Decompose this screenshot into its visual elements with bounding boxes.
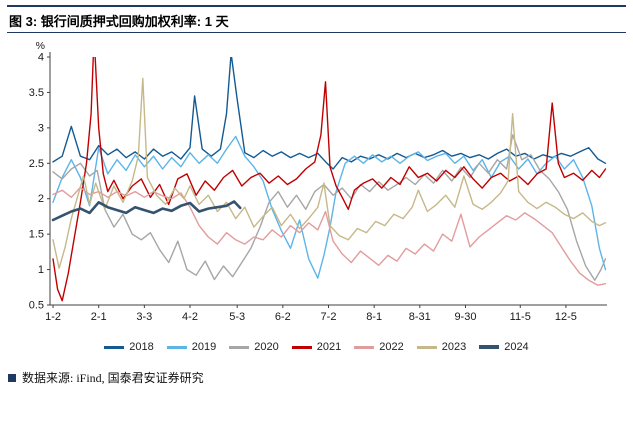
y-axis-unit-label: % bbox=[36, 40, 45, 52]
svg-text:1: 1 bbox=[38, 264, 44, 276]
figure-title: 图 3: 银行间质押式回购加权利率: 1 天 bbox=[9, 14, 229, 29]
legend-item-2021: 2021 bbox=[291, 341, 342, 353]
y-axis: 0.5 1 1.5 2 2.5 3 3.5 4% bbox=[29, 40, 50, 312]
svg-text:7-2: 7-2 bbox=[321, 311, 337, 323]
svg-text:3-3: 3-3 bbox=[136, 311, 152, 323]
chart-legend: 2018 2019 2020 2021 2022 2023 2024 bbox=[0, 341, 633, 353]
legend-swatch-2021 bbox=[291, 345, 312, 349]
svg-text:8-1: 8-1 bbox=[366, 311, 382, 323]
legend-label-2020: 2020 bbox=[254, 341, 279, 353]
source-bullet-icon bbox=[8, 373, 16, 382]
svg-text:8-31: 8-31 bbox=[409, 311, 431, 323]
svg-text:2-1: 2-1 bbox=[91, 311, 107, 323]
legend-item-2022: 2022 bbox=[354, 341, 404, 353]
legend-item-2020: 2020 bbox=[229, 341, 279, 353]
top-divider bbox=[7, 5, 626, 7]
svg-text:6-2: 6-2 bbox=[275, 311, 291, 323]
legend-item-2019: 2019 bbox=[166, 341, 217, 353]
series-lines bbox=[51, 57, 607, 302]
legend-swatch-2018 bbox=[104, 345, 125, 349]
series-2018 bbox=[52, 57, 607, 170]
legend-swatch-2022 bbox=[354, 345, 375, 349]
line-chart: 0.5 1 1.5 2 2.5 3 3.5 4% 1-2 2-1 3-3 4-2 5-3 6-2 7-2 8-… bbox=[29, 40, 607, 323]
source-row: 数据来源: iFind, 国泰君安证券研究 bbox=[8, 369, 633, 386]
legend-label-2019: 2019 bbox=[191, 341, 217, 353]
legend-swatch-2024 bbox=[479, 345, 500, 349]
legend-label-2024: 2024 bbox=[504, 341, 529, 353]
svg-text:0.5: 0.5 bbox=[29, 300, 44, 312]
title-divider bbox=[7, 32, 626, 33]
x-axis: 1-2 2-1 3-3 4-2 5-3 6-2 7-2 8-1 8-31 9-30 11-5 12-5 bbox=[45, 305, 577, 323]
source-text: 数据来源: iFind, 国泰君安证券研究 bbox=[22, 371, 204, 385]
svg-text:5-3: 5-3 bbox=[229, 311, 245, 323]
legend-label-2021: 2021 bbox=[316, 341, 342, 353]
svg-text:4-2: 4-2 bbox=[182, 311, 198, 323]
svg-text:3: 3 bbox=[38, 122, 44, 134]
legend-swatch-2023 bbox=[416, 345, 437, 349]
series-2022 bbox=[52, 186, 607, 286]
series-2020 bbox=[52, 134, 607, 281]
legend-swatch-2020 bbox=[229, 345, 250, 349]
legend-item-2018: 2018 bbox=[104, 341, 154, 353]
svg-text:11-5: 11-5 bbox=[510, 311, 531, 323]
svg-text:4: 4 bbox=[38, 52, 44, 64]
legend-swatch-2019 bbox=[166, 345, 187, 349]
svg-text:3.5: 3.5 bbox=[29, 87, 44, 99]
series-2024 bbox=[51, 200, 242, 222]
svg-text:2: 2 bbox=[38, 193, 44, 205]
legend-label-2022: 2022 bbox=[379, 341, 404, 353]
report-figure: 图 3: 银行间质押式回购加权利率: 1 天 0.5 1 1.5 2 2.5 3 3.5 4%… bbox=[0, 5, 633, 386]
series-2021 bbox=[52, 57, 607, 302]
svg-text:1-2: 1-2 bbox=[45, 311, 61, 323]
legend-item-2024: 2024 bbox=[479, 341, 529, 353]
svg-text:1.5: 1.5 bbox=[29, 229, 44, 241]
legend-label-2023: 2023 bbox=[441, 341, 467, 353]
svg-text:2.5: 2.5 bbox=[29, 158, 44, 170]
legend-item-2023: 2023 bbox=[416, 341, 467, 353]
svg-text:12-5: 12-5 bbox=[555, 311, 577, 323]
svg-text:9-30: 9-30 bbox=[454, 311, 476, 323]
series-2023 bbox=[52, 77, 607, 269]
legend-label-2018: 2018 bbox=[129, 341, 154, 353]
